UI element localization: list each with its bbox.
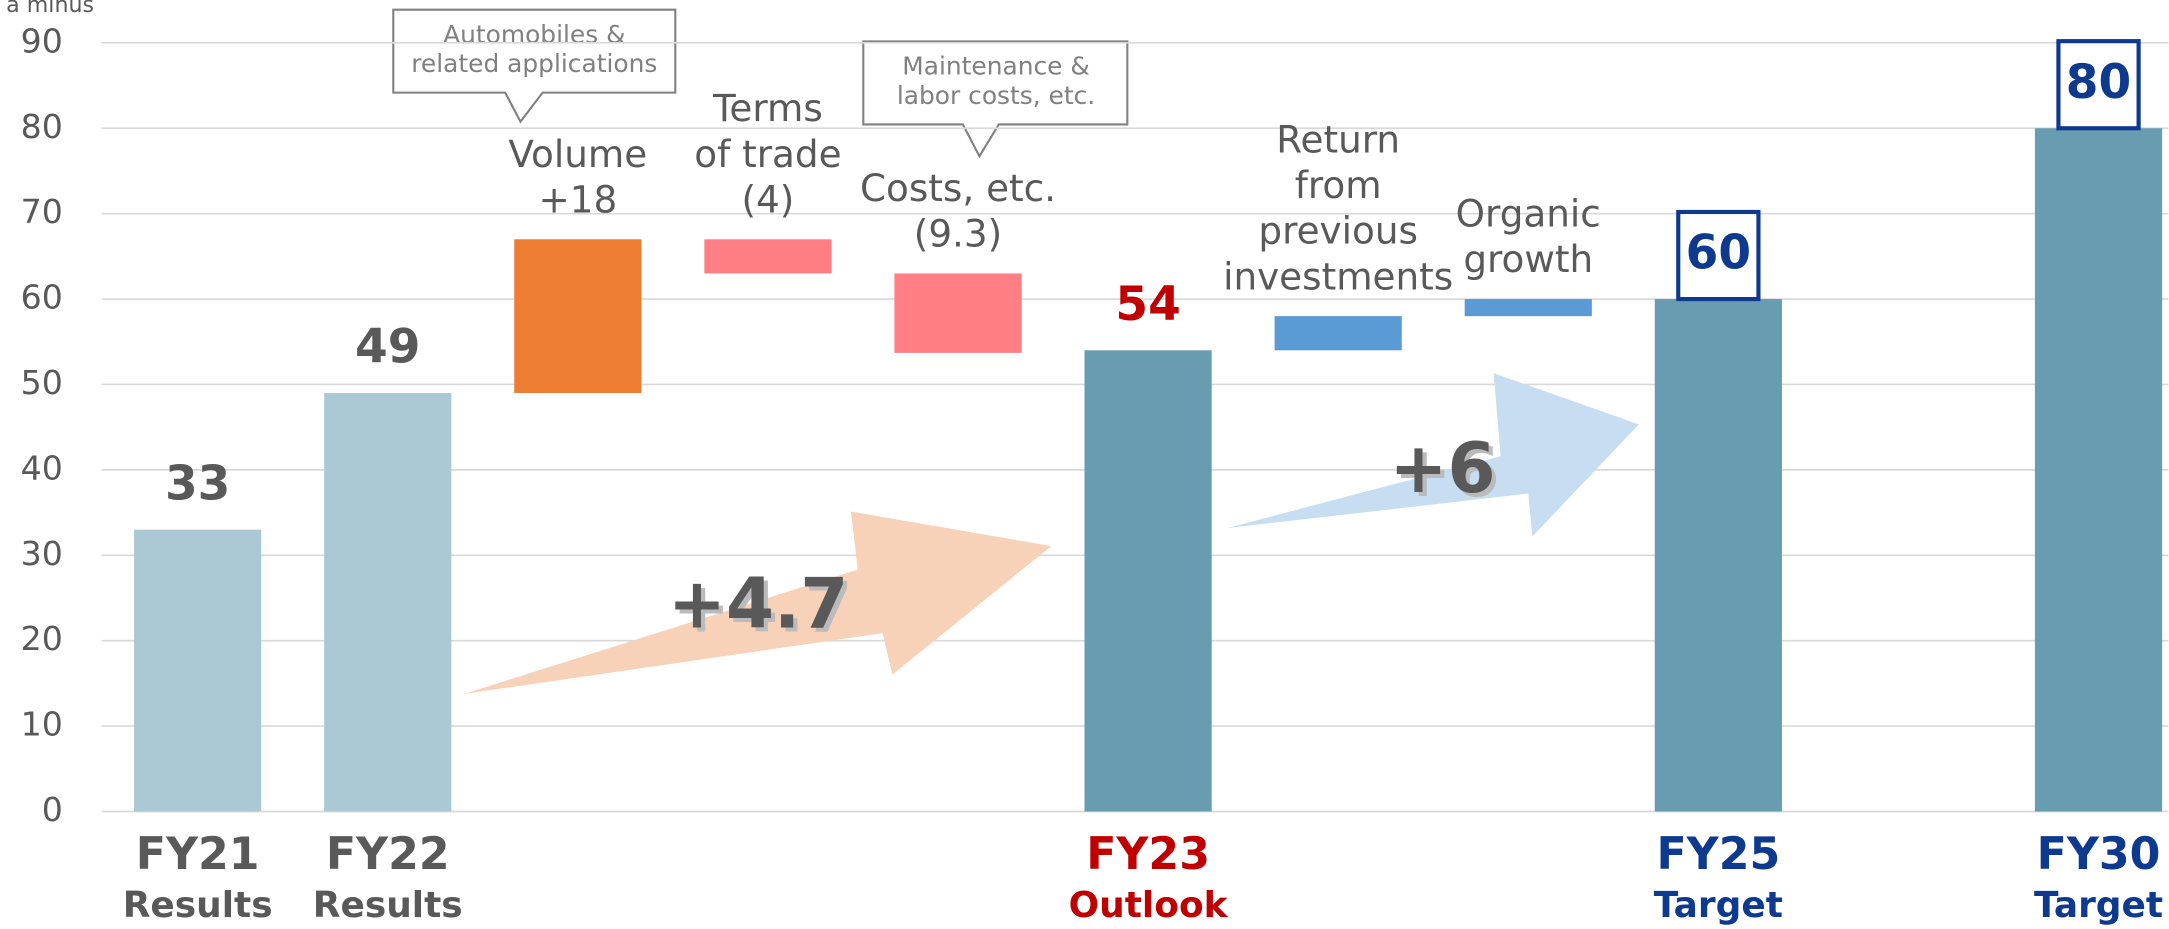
value-label-box bbox=[1676, 209, 1761, 302]
x-tick-label: FY25 bbox=[1656, 829, 1780, 880]
y-tick-label: 10 bbox=[21, 705, 63, 744]
bar bbox=[134, 529, 262, 812]
growth-arrow bbox=[463, 511, 1052, 694]
x-tick-label: Results bbox=[313, 885, 463, 926]
x-tick-label: FY21 bbox=[136, 829, 260, 880]
y-tick-label: 40 bbox=[21, 448, 63, 487]
value-label-box bbox=[2056, 39, 2141, 131]
bar bbox=[894, 273, 1022, 353]
y-tick-label: 80 bbox=[21, 107, 63, 146]
y-tick-label: 30 bbox=[21, 534, 63, 573]
y-tick-label: 50 bbox=[21, 363, 63, 402]
bar bbox=[1464, 299, 1592, 317]
x-tick-label: FY30 bbox=[2037, 829, 2161, 880]
y-tick-label: 60 bbox=[21, 278, 63, 317]
category-label: of trade bbox=[694, 132, 841, 176]
bar bbox=[1654, 299, 1782, 812]
x-tick-label: FY23 bbox=[1086, 829, 1210, 880]
category-label: previous bbox=[1258, 209, 1418, 253]
value-label: +18 bbox=[538, 177, 617, 221]
bar bbox=[2034, 128, 2163, 812]
category-label: from bbox=[1295, 163, 1382, 207]
callout-text: Automobiles & bbox=[443, 20, 625, 49]
category-label: Volume bbox=[508, 132, 647, 176]
arrow-label-shadow: +4.7 bbox=[672, 568, 852, 648]
x-tick-label: Target bbox=[1654, 885, 1783, 926]
callout-box bbox=[862, 40, 1129, 159]
x-tick-label: Results bbox=[123, 885, 273, 926]
callout-text: labor costs, etc. bbox=[897, 81, 1095, 110]
y-tick-label: 0 bbox=[42, 790, 63, 829]
value-label: 33 bbox=[165, 456, 230, 511]
category-label: Terms bbox=[712, 86, 823, 130]
callout-text: Maintenance & bbox=[902, 52, 1090, 81]
x-tick-label: Outlook bbox=[1069, 885, 1229, 926]
value-label: 80 bbox=[2066, 55, 2131, 110]
bar bbox=[324, 393, 452, 812]
value-label: 54 bbox=[1115, 277, 1180, 332]
x-tick-label: FY22 bbox=[326, 829, 450, 880]
bar bbox=[514, 239, 642, 394]
value-label: (4) bbox=[741, 177, 794, 221]
callout-text: related applications bbox=[411, 49, 657, 78]
growth-arrow bbox=[1226, 373, 1639, 537]
arrow-label-shadow: +6 bbox=[1394, 433, 1500, 513]
category-label: Costs, etc. bbox=[860, 166, 1056, 210]
bar bbox=[1084, 350, 1212, 812]
category-label: Return bbox=[1276, 117, 1400, 161]
x-tick-label: Target bbox=[2034, 885, 2163, 926]
value-label: 60 bbox=[1686, 226, 1751, 281]
y-tick-label: 70 bbox=[21, 192, 63, 231]
bar bbox=[1274, 316, 1402, 351]
category-label: Organic bbox=[1456, 192, 1601, 236]
y-axis-label: a minus bbox=[6, 0, 94, 18]
category-label: growth bbox=[1463, 237, 1593, 281]
value-label: 49 bbox=[355, 320, 420, 375]
bar bbox=[704, 239, 832, 274]
arrow-label: +6 bbox=[1390, 429, 1496, 509]
y-tick-label: 20 bbox=[21, 619, 63, 658]
value-label: (9.3) bbox=[914, 212, 1002, 256]
category-label: investments bbox=[1223, 254, 1453, 298]
callout-box bbox=[392, 8, 677, 124]
arrow-label: +4.7 bbox=[668, 564, 848, 644]
y-tick-label: 90 bbox=[21, 21, 63, 60]
